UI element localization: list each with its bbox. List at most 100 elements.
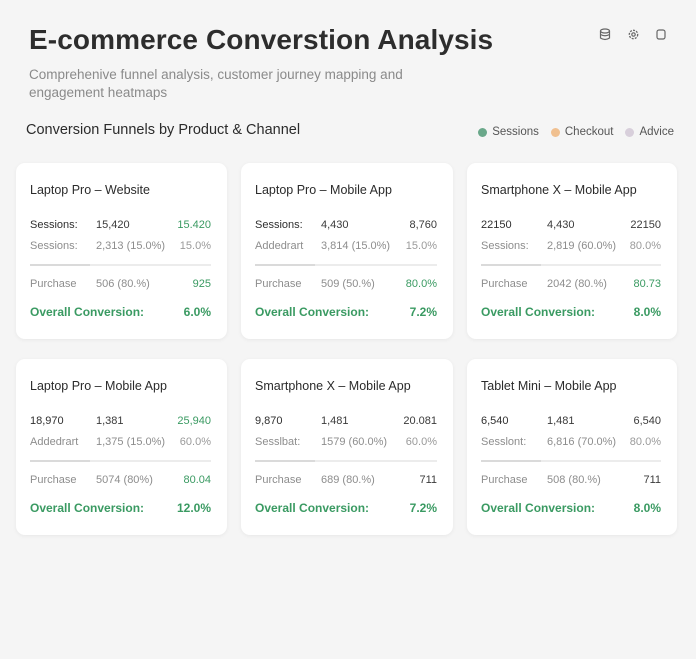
row-label: Sessions: <box>255 218 303 231</box>
overall-value: 7.2% <box>409 501 437 515</box>
funnel-row-2: Addedrart 1,375 (15.0%) 60.0% <box>30 431 211 452</box>
funnel-divider <box>255 264 437 266</box>
row-label: Purchase <box>481 473 528 486</box>
card-title: Smartphone X – Mobile App <box>481 183 637 197</box>
funnel-row-1: 6,540 1,481 6,540 <box>481 410 661 431</box>
row-value: 711 <box>643 473 661 486</box>
funnel-card[interactable]: Smartphone X – Mobile App 9,870 1,481 20… <box>241 359 453 535</box>
toolbar <box>598 27 668 41</box>
row-value: 15.0% <box>405 239 437 252</box>
legend-item-checkout[interactable]: Checkout <box>550 126 614 138</box>
legend-item-advice[interactable]: Advice <box>625 126 674 138</box>
legend-label: Checkout <box>564 126 614 138</box>
row-count: 2042 (80.%) <box>547 277 607 290</box>
copy-icon[interactable] <box>654 27 668 41</box>
funnel-row-3: Purchase 689 (80.%) 711 <box>255 469 437 490</box>
funnel-row-1: 9,870 1,481 20.081 <box>255 410 437 431</box>
row-count: 508 (80.%) <box>547 473 601 486</box>
legend-item-sessions[interactable]: Sessions <box>478 126 539 138</box>
page-title: E-commerce Converstion Analysis <box>29 24 494 55</box>
overall-value: 6.0% <box>183 305 211 319</box>
row-label: Addedrart <box>255 239 304 252</box>
row-value: 22150 <box>630 218 661 231</box>
row-label: Sessions: <box>481 239 529 252</box>
row-label: 22150 <box>481 218 512 231</box>
row-label: Sesslbat: <box>255 435 301 448</box>
row-value: 80.73 <box>633 277 661 290</box>
row-value: 711 <box>419 473 437 486</box>
row-count: 1579 (60.0%) <box>321 435 388 448</box>
funnel-row-2: Addedrart 3,814 (15.0%) 15.0% <box>255 235 437 256</box>
row-value: 60.0% <box>179 435 211 448</box>
legend-dot-icon <box>550 127 560 137</box>
funnel-divider <box>30 264 211 266</box>
funnel-card[interactable]: Laptop Pro – Mobile App 18,970 1,381 25,… <box>16 359 227 535</box>
overall-conversion: Overall Conversion: 8.0% <box>481 305 661 319</box>
funnel-card-grid: Laptop Pro – Website Sessions: 15,420 15… <box>16 163 677 535</box>
funnel-row-2: Sessions: 2,819 (60.0%) 80.0% <box>481 235 661 256</box>
overall-label: Overall Conversion: <box>255 305 370 319</box>
row-value: 8,760 <box>409 218 437 231</box>
row-count: 689 (80.%) <box>321 473 375 486</box>
gear-icon[interactable] <box>626 27 640 41</box>
row-count: 1,375 (15.0%) <box>96 435 166 448</box>
overall-conversion: Overall Conversion: 7.2% <box>255 305 437 319</box>
row-count: 15,420 <box>96 218 130 231</box>
overall-label: Overall Conversion: <box>30 305 145 319</box>
row-value: 80.04 <box>183 473 211 486</box>
funnel-row-2: Sesslont: 6,816 (70.0%) 80.0% <box>481 431 661 452</box>
overall-value: 7.2% <box>409 305 437 319</box>
row-label: Purchase <box>255 473 302 486</box>
overall-conversion: Overall Conversion: 7.2% <box>255 501 437 515</box>
funnel-divider <box>30 460 211 462</box>
row-count: 506 (80.%) <box>96 277 150 290</box>
funnel-card[interactable]: Laptop Pro – Mobile App Sessions: 4,430 … <box>241 163 453 339</box>
overall-conversion: Overall Conversion: 8.0% <box>481 501 661 515</box>
funnel-card[interactable]: Smartphone X – Mobile App 22150 4,430 22… <box>467 163 677 339</box>
legend: Sessions Checkout Advice <box>478 126 674 138</box>
overall-value: 8.0% <box>633 305 661 319</box>
funnel-row-3: Purchase 506 (80.%) 925 <box>30 273 211 294</box>
funnel-row-3: Purchase 509 (50.%) 80.0% <box>255 273 437 294</box>
overall-label: Overall Conversion: <box>481 501 596 515</box>
row-count: 3,814 (15.0%) <box>321 239 391 252</box>
funnel-row-1: Sessions: 15,420 15.420 <box>30 214 211 235</box>
funnel-card[interactable]: Tablet Mini – Mobile App 6,540 1,481 6,5… <box>467 359 677 535</box>
row-count: 2,819 (60.0%) <box>547 239 617 252</box>
funnel-card[interactable]: Laptop Pro – Website Sessions: 15,420 15… <box>16 163 227 339</box>
row-value: 20.081 <box>403 414 437 427</box>
legend-dot-icon <box>478 127 488 137</box>
row-value: 15.0% <box>179 239 211 252</box>
funnel-divider <box>481 460 661 462</box>
row-value: 80.0% <box>405 277 437 290</box>
row-label: Addedrart <box>30 435 79 448</box>
row-count: 4,430 <box>547 218 575 231</box>
row-label: Purchase <box>255 277 302 290</box>
database-icon[interactable] <box>598 27 612 41</box>
section-title: Conversion Funnels by Product & Channel <box>26 122 301 138</box>
funnel-row-1: 18,970 1,381 25,940 <box>30 410 211 431</box>
funnel-row-2: Sessions: 2,313 (15.0%) 15.0% <box>30 235 211 256</box>
funnel-row-1: 22150 4,430 22150 <box>481 214 661 235</box>
legend-dot-icon <box>625 127 635 137</box>
funnel-row-1: Sessions: 4,430 8,760 <box>255 214 437 235</box>
row-count: 6,816 (70.0%) <box>547 435 617 448</box>
funnel-divider <box>481 264 661 266</box>
row-label: Sessions: <box>30 218 78 231</box>
row-label: Purchase <box>30 277 77 290</box>
row-label: Purchase <box>30 473 77 486</box>
card-title: Laptop Pro – Mobile App <box>255 183 392 197</box>
row-value: 25,940 <box>177 414 211 427</box>
overall-label: Overall Conversion: <box>30 501 145 515</box>
row-count: 2,313 (15.0%) <box>96 239 166 252</box>
row-value: 60.0% <box>405 435 437 448</box>
row-count: 4,430 <box>321 218 349 231</box>
funnel-row-3: Purchase 508 (80.%) 711 <box>481 469 661 490</box>
page-subtitle: Comprehenive funnel analysis, customer j… <box>29 67 403 100</box>
row-count: 509 (50.%) <box>321 277 375 290</box>
overall-value: 8.0% <box>633 501 661 515</box>
overall-label: Overall Conversion: <box>255 501 370 515</box>
card-title: Laptop Pro – Website <box>30 183 150 197</box>
row-value: 925 <box>192 277 211 290</box>
